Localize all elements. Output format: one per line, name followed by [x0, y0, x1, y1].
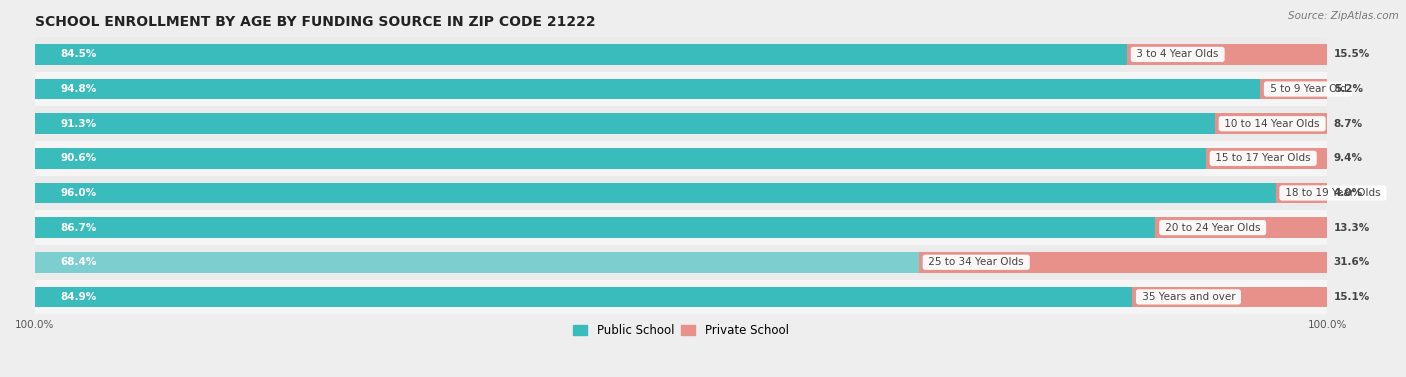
Text: 5 to 9 Year Old: 5 to 9 Year Old: [1267, 84, 1350, 94]
Text: 94.8%: 94.8%: [60, 84, 97, 94]
Text: 8.7%: 8.7%: [1334, 119, 1362, 129]
Text: 86.7%: 86.7%: [60, 223, 97, 233]
Bar: [35, 148, 1206, 169]
Bar: [35, 72, 1327, 106]
Bar: [35, 217, 1156, 238]
Text: 68.4%: 68.4%: [60, 257, 97, 267]
Text: SCHOOL ENROLLMENT BY AGE BY FUNDING SOURCE IN ZIP CODE 21222: SCHOOL ENROLLMENT BY AGE BY FUNDING SOUR…: [35, 15, 595, 29]
Text: 3 to 4 Year Olds: 3 to 4 Year Olds: [1133, 49, 1222, 60]
Bar: [1128, 44, 1327, 65]
Text: 90.6%: 90.6%: [60, 153, 97, 163]
Text: 5.2%: 5.2%: [1334, 84, 1362, 94]
Text: 15.1%: 15.1%: [1334, 292, 1369, 302]
Bar: [35, 106, 1327, 141]
Bar: [35, 79, 1260, 100]
Text: 15.5%: 15.5%: [1334, 49, 1369, 60]
Bar: [1215, 113, 1327, 134]
Bar: [1132, 287, 1327, 307]
Bar: [35, 113, 1215, 134]
Legend: Public School, Private School: Public School, Private School: [568, 319, 793, 342]
Text: 9.4%: 9.4%: [1334, 153, 1362, 163]
Bar: [1156, 217, 1327, 238]
Bar: [35, 141, 1327, 176]
Text: 84.9%: 84.9%: [60, 292, 97, 302]
Text: 91.3%: 91.3%: [60, 119, 97, 129]
Bar: [1206, 148, 1327, 169]
Text: 84.5%: 84.5%: [60, 49, 97, 60]
Bar: [35, 210, 1327, 245]
Text: 18 to 19 Year Olds: 18 to 19 Year Olds: [1282, 188, 1384, 198]
Bar: [35, 252, 918, 273]
Bar: [1260, 79, 1327, 100]
Bar: [35, 287, 1132, 307]
Bar: [35, 280, 1327, 314]
Bar: [35, 176, 1327, 210]
Text: 4.0%: 4.0%: [1334, 188, 1362, 198]
Text: 35 Years and over: 35 Years and over: [1139, 292, 1239, 302]
Text: Source: ZipAtlas.com: Source: ZipAtlas.com: [1288, 11, 1399, 21]
Text: 96.0%: 96.0%: [60, 188, 97, 198]
Text: 13.3%: 13.3%: [1334, 223, 1369, 233]
Text: 15 to 17 Year Olds: 15 to 17 Year Olds: [1212, 153, 1315, 163]
Bar: [35, 182, 1275, 203]
Bar: [35, 37, 1327, 72]
Text: 25 to 34 Year Olds: 25 to 34 Year Olds: [925, 257, 1028, 267]
Text: 31.6%: 31.6%: [1334, 257, 1369, 267]
Bar: [35, 245, 1327, 280]
Bar: [1275, 182, 1327, 203]
Text: 10 to 14 Year Olds: 10 to 14 Year Olds: [1222, 119, 1323, 129]
Bar: [918, 252, 1327, 273]
Text: 20 to 24 Year Olds: 20 to 24 Year Olds: [1161, 223, 1264, 233]
Bar: [35, 44, 1128, 65]
